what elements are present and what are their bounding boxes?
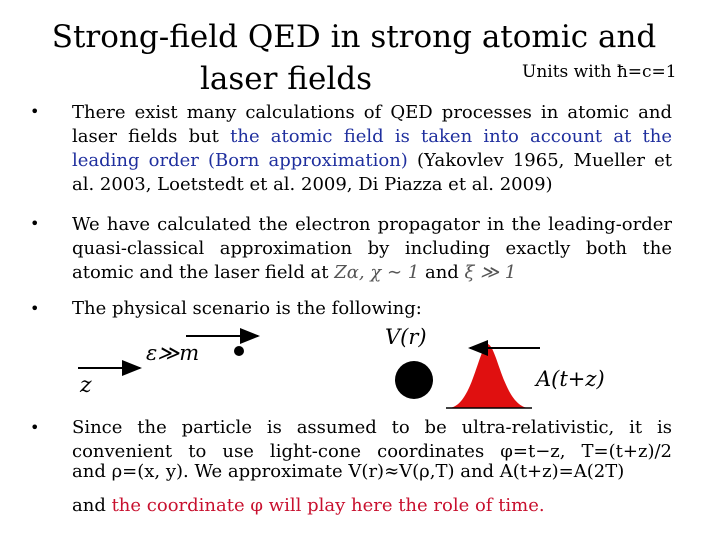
bullet-2-text: We have calculated the electron propagat… xyxy=(72,213,672,285)
bullet-1-part-b: (Yakovlev 1965, Mueller et al. 2003, Loe… xyxy=(72,150,673,195)
bullet-2-condition-2: ξ ≫ 1 xyxy=(464,262,517,283)
bullet-4-line-1: Since the particle is assumed to be ultr… xyxy=(72,417,672,438)
bullet-dot: • xyxy=(30,214,40,233)
bullet-2-part-a: We have calculated the electron propagat… xyxy=(72,214,672,283)
bullet-dot: • xyxy=(30,418,40,437)
scenario-diagram: ε≫m z V(r) A(t+z) xyxy=(78,325,605,409)
bullet-1-highlight: the atomic field is taken into account a… xyxy=(72,126,672,171)
units-note: Units with ħ=c=1 xyxy=(522,62,677,82)
atomic-potential-label: V(r) xyxy=(385,325,427,349)
bullet-dot: • xyxy=(30,299,40,318)
bullet-2-and: and xyxy=(419,262,465,283)
page-title-line2: laser fields xyxy=(199,61,372,97)
bullet-4-line-4-a: and xyxy=(72,495,112,516)
bullet-4-line-4: and the coordinate φ will play here the … xyxy=(72,494,545,518)
energy-label: ε≫m xyxy=(146,341,199,365)
z-axis-label: z xyxy=(79,373,92,398)
bullet-1-text: There exist many calculations of QED pro… xyxy=(72,101,672,197)
bullet-3-text: The physical scenario is the following: xyxy=(72,298,422,319)
bullet-dot: • xyxy=(30,102,40,121)
bullet-2-condition-1: Zα, χ ∼ 1 xyxy=(334,262,420,283)
electron-dot xyxy=(234,346,244,356)
bullet-4-line-3: and ρ=(x, y). We approximate V(r)≈V(ρ,T)… xyxy=(72,461,625,482)
atomic-nucleus xyxy=(395,361,433,399)
bullet-4-line-2: convenient to use light-cone coordinates… xyxy=(72,441,672,462)
page-title-line1: Strong-field QED in strong atomic and xyxy=(51,19,657,55)
bullet-1-part-a: There exist many calculations of QED pro… xyxy=(72,102,672,147)
laser-pulse xyxy=(448,344,530,408)
laser-field-label: A(t+z) xyxy=(534,367,605,391)
bullet-4-highlight: the coordinate φ will play here the role… xyxy=(111,495,545,516)
